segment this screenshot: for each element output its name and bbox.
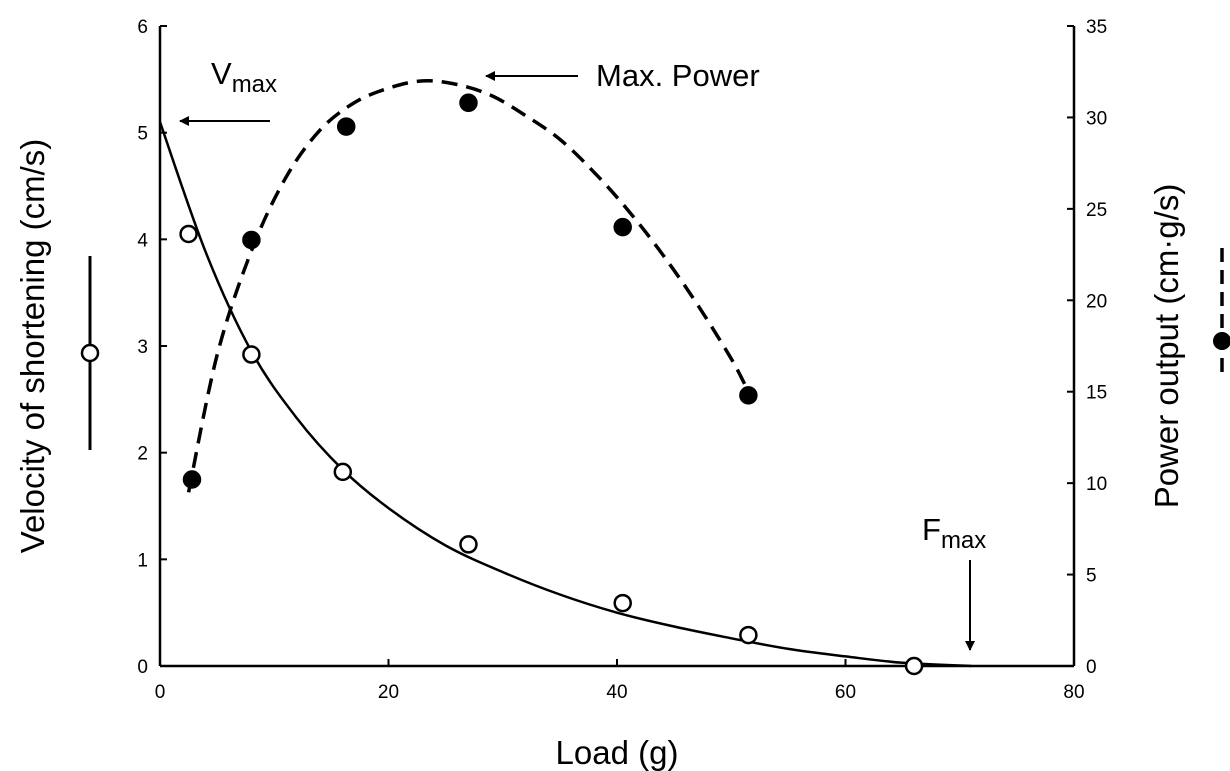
left-y-tick-label: 2 xyxy=(137,444,148,465)
power-data-point xyxy=(739,386,758,405)
velocity-data-point xyxy=(613,593,632,613)
vmax-main: V xyxy=(211,56,232,91)
power-data-point xyxy=(242,230,261,250)
right-y-tick-label: 5 xyxy=(1086,566,1097,587)
right-y-tick-label: 25 xyxy=(1086,200,1107,221)
left-y-tick-label: 5 xyxy=(137,124,148,145)
left-legend-marker xyxy=(80,343,100,363)
velocity-data-point xyxy=(459,535,478,554)
right-y-tick-label: 15 xyxy=(1086,383,1107,404)
right-y-tick-label: 0 xyxy=(1086,657,1097,678)
right-legend-symbol xyxy=(1213,248,1230,380)
velocity-data-point xyxy=(739,625,758,645)
power-data-point xyxy=(336,117,356,136)
x-tick-label: 40 xyxy=(606,682,627,703)
vmax-annotation: Vmax xyxy=(179,56,277,126)
x-tick-label: 20 xyxy=(378,682,399,703)
left-legend-symbol xyxy=(80,256,100,450)
right-y-tick-label: 30 xyxy=(1086,108,1107,129)
velocity-fit-curve xyxy=(158,121,972,668)
fmax-label: Fmax xyxy=(922,512,986,554)
right-y-tick-label: 20 xyxy=(1086,291,1107,312)
max-power-label: Max. Power xyxy=(596,58,760,93)
x-axis-title: Load (g) xyxy=(556,734,679,771)
right-y-tick-label: 10 xyxy=(1086,474,1107,495)
left-y-tick-label: 3 xyxy=(137,337,148,358)
x-tick-label: 0 xyxy=(155,682,166,703)
power-data-point xyxy=(459,93,478,113)
power-data-point xyxy=(182,470,202,489)
velocity-data-point xyxy=(242,345,261,364)
data-points xyxy=(179,93,924,676)
fmax-annotation: Fmax xyxy=(922,512,986,651)
max-power-annotation: Max. Power xyxy=(485,58,760,93)
left-y-tick-label: 1 xyxy=(137,550,148,571)
right-y-axis-title: Power output (cm·g/s) xyxy=(1148,184,1185,509)
velocity-data-point xyxy=(333,462,353,482)
x-tick-label: 80 xyxy=(1063,682,1084,703)
left-y-tick-label: 4 xyxy=(137,230,148,251)
axes xyxy=(158,26,1076,668)
vmax-sub: max xyxy=(232,71,277,98)
right-y-tick-label: 35 xyxy=(1086,17,1107,38)
fmax-sub: max xyxy=(941,527,986,554)
velocity-data-point xyxy=(904,656,924,676)
vmax-label: Vmax xyxy=(211,56,277,98)
x-tick-label: 60 xyxy=(835,682,856,703)
left-y-axis-title: Velocity of shortening (cm/s) xyxy=(14,139,51,554)
right-legend-marker xyxy=(1213,332,1230,350)
left-y-tick-label: 6 xyxy=(137,17,148,38)
velocity-data-point xyxy=(179,224,198,244)
power-fit-curve xyxy=(186,79,750,493)
fit-curves xyxy=(158,79,972,668)
left-y-tick-label: 0 xyxy=(137,657,148,678)
power-data-point xyxy=(613,217,632,237)
fmax-main: F xyxy=(922,512,941,547)
